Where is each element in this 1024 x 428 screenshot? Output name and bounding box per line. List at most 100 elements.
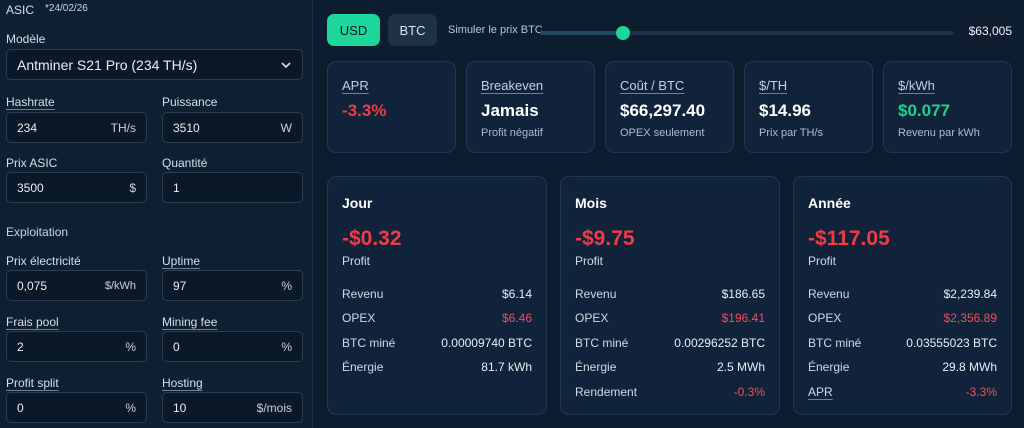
stat-key: Revenu [575,287,617,301]
stat-row: OPEX $6.46 [342,311,532,327]
stat-key: Énergie [342,360,384,374]
stat-row: OPEX $196.41 [575,311,765,327]
profit-split-label: Profit split [6,376,59,390]
stat-value: $2,356.89 [943,311,997,325]
period-profit-label: Profit [575,254,604,268]
period-profit: -$117.05 [808,227,890,250]
stat-key: Rendement [575,385,638,399]
chevron-down-icon [281,62,291,69]
period-card-day: Jour -$0.32 Profit Revenu $6.14 OPEX $6.46… [327,176,547,415]
pool-fee-value: 2 [17,340,24,354]
btc-price-slider[interactable] [540,26,954,40]
period-title: Année [808,195,851,211]
stat-value: -0.3% [733,385,765,399]
profit-split-field[interactable]: 0 % [6,392,147,423]
asic-price-value: 3500 [17,181,44,195]
kpi-subtitle: Prix par TH/s [759,127,823,139]
elec-price-value: 0,075 [17,279,48,293]
kpi-value: -3.3% [342,101,387,120]
uptime-unit: % [281,279,292,293]
power-label: Puissance [162,95,218,109]
kpi-value: $0.077 [898,101,950,120]
hashrate-value: 234 [17,121,38,135]
stat-row: OPEX $2,356.89 [808,311,997,327]
quantity-field[interactable]: 1 [162,172,303,203]
stat-key: OPEX [575,311,609,325]
kpi-card-per-th: $/TH $14.96 Prix par TH/s [744,61,873,153]
period-profit: -$0.32 [342,227,402,250]
stat-row: APR -3.3% [808,385,997,401]
kpi-value: $66,297.40 [620,101,706,120]
profit-split-unit: % [125,401,136,415]
stat-value: $186.65 [721,287,765,301]
stat-value: $6.14 [501,287,532,301]
stat-key: BTC miné [575,336,629,350]
period-card-year: Année -$117.05 Profit Revenu $2,239.84 OP… [793,176,1012,415]
hosting-label: Hosting [162,376,203,390]
hashrate-label: Hashrate [6,95,55,109]
stat-row: BTC miné 0.00296252 BTC [575,336,765,352]
stat-row: BTC miné 0.00009740 BTC [342,336,532,352]
mining-fee-label: Mining fee [162,315,218,329]
hosting-field[interactable]: 10 $/mois [162,392,303,423]
btc-toggle-button[interactable]: BTC [388,14,437,46]
kpi-card-breakeven: Breakeven Jamais Profit négatif [466,61,595,153]
stat-value: -3.3% [965,385,997,399]
kpi-title: Breakeven [481,78,544,93]
stat-value: $6.46 [501,311,532,325]
stat-row: Énergie 2.5 MWh [575,360,765,376]
stat-key: OPEX [342,311,376,325]
elec-price-unit: $/kWh [104,280,136,292]
results-panel: USD BTC Simuler le prix BTC $63,005 APR … [314,0,1024,428]
model-label: Modèle [6,32,46,46]
stat-key: OPEX [808,311,842,325]
stat-key: BTC miné [342,336,396,350]
kpi-card-per-kwh: $/kWh $0.077 Revenu par kWh [883,61,1012,153]
power-field[interactable]: 3510 W [162,112,303,143]
kpi-value: Jamais [481,101,539,120]
uptime-label: Uptime [162,254,201,268]
mining-fee-unit: % [281,340,292,354]
kpi-title: $/TH [759,78,788,93]
stat-key: Énergie [808,360,850,374]
date-stamp: *24/02/26 [45,3,88,14]
mining-fee-value: 0 [173,340,180,354]
model-select[interactable]: Antminer S21 Pro (234 TH/s) [6,49,303,80]
slider-fill [540,31,623,35]
stat-row: Revenu $186.65 [575,287,765,303]
slider-thumb[interactable] [615,26,630,40]
stat-row: BTC miné 0.03555023 BTC [808,336,997,352]
kpi-title: $/kWh [898,78,935,93]
stat-key: Énergie [575,360,617,374]
stat-row: Rendement -0.3% [575,385,765,401]
asic-price-field[interactable]: 3500 $ [6,172,147,203]
kpi-subtitle: Revenu par kWh [898,127,980,139]
profit-split-value: 0 [17,401,24,415]
elec-price-label: Prix électricité [6,254,81,268]
uptime-value: 97 [173,279,187,293]
mining-fee-field[interactable]: 0 % [162,331,303,362]
usd-toggle-button[interactable]: USD [327,14,380,46]
operations-title: Exploitation [6,225,69,239]
uptime-field[interactable]: 97 % [162,270,303,301]
quantity-label: Quantité [162,156,208,170]
hashrate-unit: TH/s [110,121,136,135]
stat-value: 81.7 kWh [481,360,532,374]
pool-fee-field[interactable]: 2 % [6,331,147,362]
stat-value: 0.03555023 BTC [906,336,997,350]
period-profit-label: Profit [808,254,837,268]
stat-key: Revenu [808,287,850,301]
stat-row: Revenu $6.14 [342,287,532,303]
kpi-subtitle: OPEX seulement [620,127,705,139]
power-value: 3510 [173,121,200,135]
slider-label: Simuler le prix BTC [448,24,543,36]
period-card-month: Mois -$9.75 Profit Revenu $186.65 OPEX $19… [560,176,780,415]
stat-row: Énergie 29.8 MWh [808,360,997,376]
hashrate-field[interactable]: 234 TH/s [6,112,147,143]
kpi-subtitle: Profit négatif [481,127,543,139]
kpi-title: Coût / BTC [620,78,685,93]
power-unit: W [280,121,292,135]
stat-value: 0.00296252 BTC [674,336,765,350]
elec-price-field[interactable]: 0,075 $/kWh [6,270,147,301]
stat-value: $2,239.84 [943,287,997,301]
